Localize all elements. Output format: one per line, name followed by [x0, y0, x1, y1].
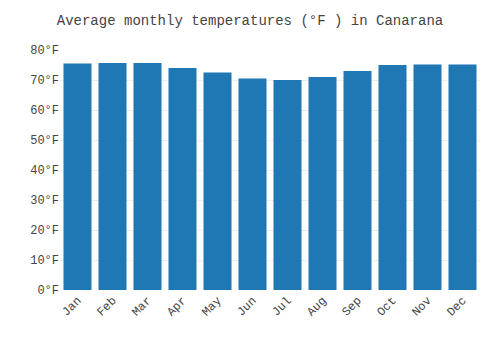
svg-text:70°F: 70°F — [30, 74, 59, 88]
svg-text:Oct: Oct — [374, 294, 399, 319]
svg-text:Jun: Jun — [234, 294, 259, 319]
svg-text:50°F: 50°F — [30, 134, 59, 148]
svg-text:20°F: 20°F — [30, 224, 59, 238]
svg-text:Mar: Mar — [129, 294, 154, 319]
svg-text:Dec: Dec — [444, 294, 469, 319]
svg-text:80°F: 80°F — [30, 44, 59, 58]
svg-text:Average monthly temperatures (: Average monthly temperatures (°F ) in Ca… — [57, 13, 443, 29]
svg-text:Apr: Apr — [164, 294, 189, 319]
svg-text:Jul: Jul — [269, 294, 294, 319]
svg-text:May: May — [199, 294, 224, 319]
svg-text:10°F: 10°F — [30, 254, 59, 268]
svg-text:30°F: 30°F — [30, 194, 59, 208]
svg-text:40°F: 40°F — [30, 164, 59, 178]
svg-text:Aug: Aug — [304, 294, 329, 319]
svg-text:Nov: Nov — [409, 294, 434, 319]
svg-text:0°F: 0°F — [37, 284, 59, 298]
svg-text:Sep: Sep — [339, 294, 364, 319]
svg-text:Feb: Feb — [94, 294, 119, 319]
svg-text:60°F: 60°F — [30, 104, 59, 118]
svg-text:Jan: Jan — [59, 294, 84, 319]
